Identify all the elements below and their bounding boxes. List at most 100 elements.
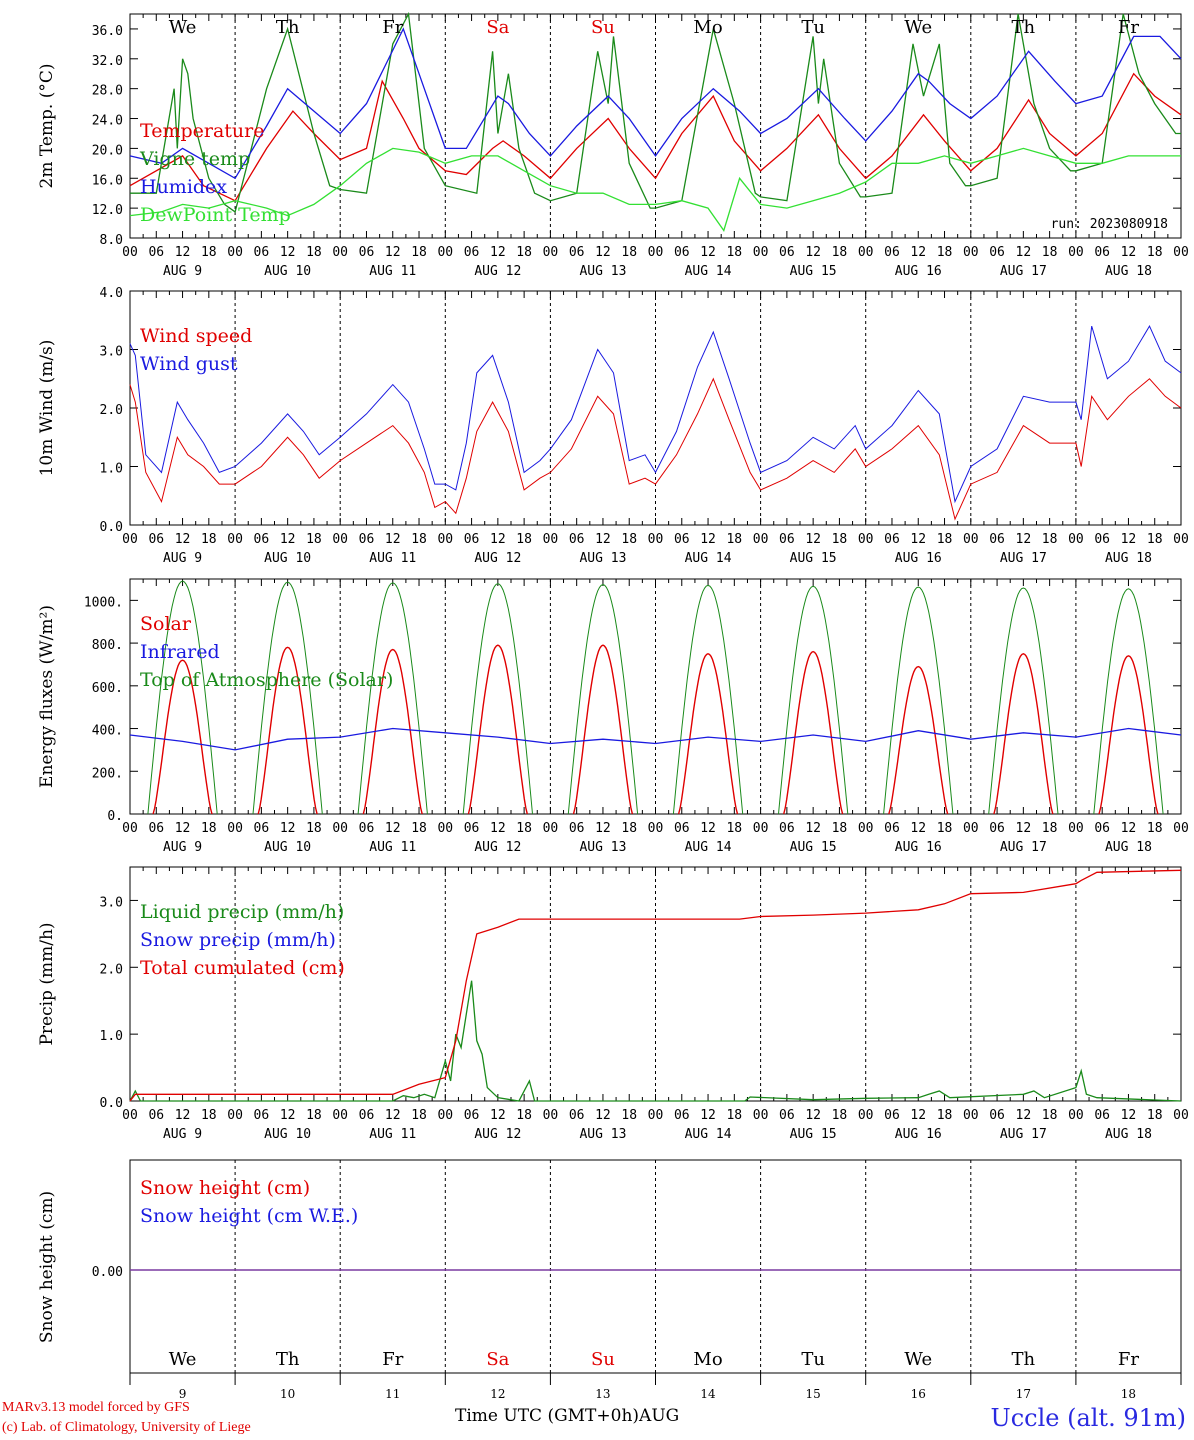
weekday-top: Tu [801, 17, 825, 38]
weekday-bottom: Sa [486, 1349, 509, 1370]
hour-label: 00 [1173, 532, 1189, 547]
hour-label: 12 [700, 821, 716, 836]
hour-label: 12 [805, 1108, 821, 1123]
hour-label: 06 [254, 821, 270, 836]
date-label: AUG 10 [264, 551, 311, 566]
hour-label: 12 [1121, 821, 1137, 836]
hour-label: 06 [884, 821, 900, 836]
hour-label: 18 [1042, 245, 1058, 260]
hour-label: 00 [543, 821, 559, 836]
hour-label: 12 [385, 1108, 401, 1123]
solar-curve [257, 646, 318, 815]
hour-label: 00 [1173, 245, 1189, 260]
hour-label: 12 [1016, 532, 1032, 547]
hour-label: 18 [201, 821, 217, 836]
hour-label: 12 [175, 821, 191, 836]
hour-label: 18 [1147, 532, 1163, 547]
hour-label: 12 [490, 821, 506, 836]
hour-label: 18 [832, 532, 848, 547]
hour-label: 12 [175, 532, 191, 547]
hour-label: 18 [411, 821, 427, 836]
hour-label: 12 [280, 821, 296, 836]
hour-label: 18 [832, 245, 848, 260]
y-tick-label: 20.0 [92, 143, 123, 158]
hour-label: 06 [884, 532, 900, 547]
hour-label: 06 [148, 245, 164, 260]
hour-label: 18 [832, 821, 848, 836]
hour-label: 06 [464, 1108, 480, 1123]
hour-label: 00 [858, 1108, 874, 1123]
date-label: AUG 12 [474, 1127, 521, 1142]
solar-curve [467, 644, 528, 815]
legend-entry: Snow precip (mm/h) [140, 929, 336, 951]
date-label: AUG 16 [895, 840, 942, 855]
legend-entry: Wind speed [140, 325, 252, 347]
hour-label: 12 [385, 821, 401, 836]
weekday-top: Fr [1118, 17, 1139, 38]
hour-label: 00 [332, 1108, 348, 1123]
y-tick-label: 12.0 [92, 203, 123, 218]
hour-label: 00 [543, 245, 559, 260]
hour-label: 12 [175, 1108, 191, 1123]
day-number: 16 [911, 1387, 926, 1401]
hour-label: 06 [884, 245, 900, 260]
y-tick-label: 24.0 [92, 114, 123, 129]
hour-label: 18 [726, 532, 742, 547]
date-label: AUG 14 [685, 264, 732, 279]
legend-entry: Liquid precip (mm/h) [140, 901, 344, 923]
y-tick-label: 28.0 [92, 84, 123, 99]
hour-label: 12 [595, 1108, 611, 1123]
date-label: AUG 11 [369, 840, 416, 855]
hour-label: 00 [437, 532, 453, 547]
hour-label: 12 [805, 821, 821, 836]
legend-entry: Solar [140, 613, 192, 635]
toa-curve [462, 583, 533, 815]
y-tick-label: 3.0 [100, 895, 123, 910]
hour-label: 00 [963, 532, 979, 547]
hour-label: 18 [937, 821, 953, 836]
hour-label: 06 [359, 532, 375, 547]
hour-label: 00 [227, 245, 243, 260]
hour-label: 06 [359, 1108, 375, 1123]
toa-curve [672, 584, 744, 815]
hour-label: 00 [1173, 1108, 1189, 1123]
hour-label: 12 [700, 532, 716, 547]
date-label: AUG 17 [1000, 264, 1047, 279]
hour-label: 00 [227, 532, 243, 547]
day-number: 10 [280, 1387, 295, 1401]
date-label: AUG 10 [264, 840, 311, 855]
y-axis-label-5: Snow height (cm) [37, 1191, 57, 1343]
hour-label: 12 [910, 532, 926, 547]
hour-label: 00 [437, 1108, 453, 1123]
hour-label: 18 [621, 532, 637, 547]
hour-label: 06 [464, 532, 480, 547]
weekday-bottom: We [904, 1349, 932, 1370]
hour-label: 12 [595, 532, 611, 547]
toa-curve [988, 587, 1059, 815]
date-label: AUG 9 [163, 840, 202, 855]
hour-label: 06 [254, 532, 270, 547]
hour-label: 12 [385, 245, 401, 260]
hour-label: 18 [1042, 821, 1058, 836]
hour-label: 06 [148, 532, 164, 547]
weekday-bottom: Fr [1118, 1349, 1139, 1370]
date-label: AUG 10 [264, 1127, 311, 1142]
hour-label: 00 [753, 532, 769, 547]
hour-label: 12 [175, 245, 191, 260]
date-label: AUG 15 [790, 551, 837, 566]
series-line [129, 325, 1182, 504]
hour-label: 06 [779, 1108, 795, 1123]
hour-label: 18 [621, 245, 637, 260]
hour-label: 18 [516, 821, 532, 836]
date-label: AUG 18 [1105, 264, 1152, 279]
hour-label: 00 [122, 245, 138, 260]
date-label: AUG 13 [579, 1127, 626, 1142]
weekday-top: We [169, 17, 197, 38]
credit-model: MARv3.13 model forced by GFS [2, 1400, 190, 1415]
y-tick-label: 200. [92, 766, 123, 781]
hour-label: 00 [332, 245, 348, 260]
weekday-top: Th [276, 17, 300, 38]
y-tick-label: 1000. [84, 595, 123, 610]
day-number: 14 [700, 1387, 716, 1401]
date-label: AUG 9 [163, 551, 202, 566]
